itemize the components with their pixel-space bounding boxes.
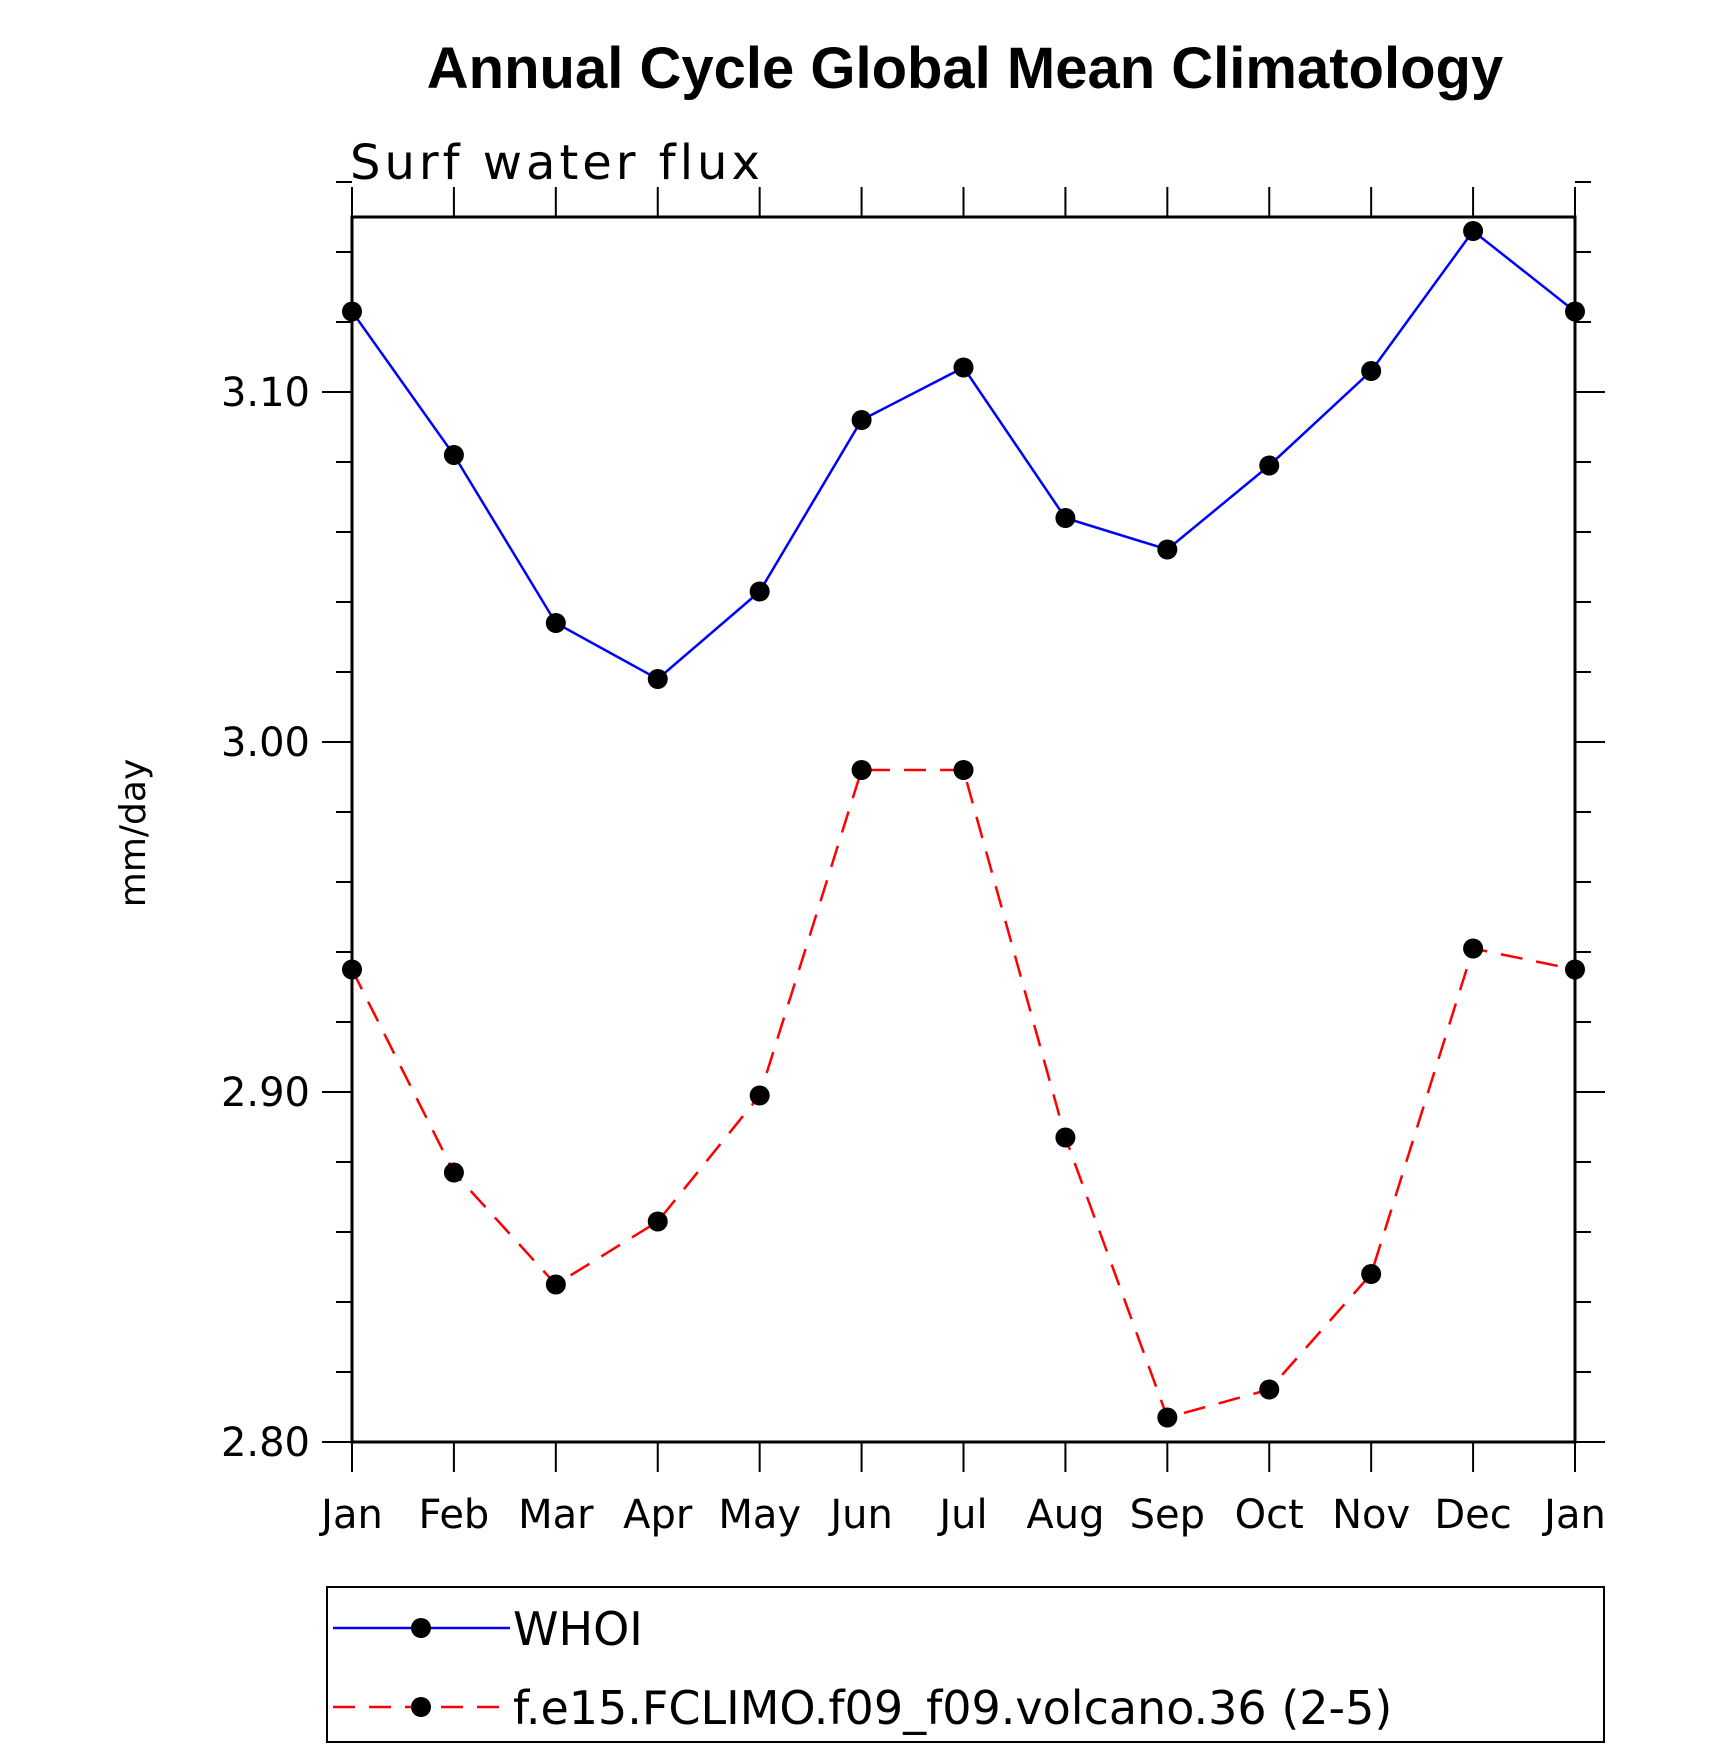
plot-border [350,215,1577,1444]
y-tick-label: 3.10 [221,370,310,416]
series-1-point [1259,455,1280,476]
chart-title: Annual Cycle Global Mean Climatology [427,36,1503,101]
legend-label-1: WHOI [513,1602,643,1656]
x-tick-label: Oct [1235,1492,1304,1538]
legend-items: WHOI f.e15.FCLIMO.f09_f09.volcano.36 (2-5… [333,1602,1392,1735]
series-2-point [1157,1407,1178,1428]
chart-subtitle: Surf water flux [350,135,764,191]
y-tick-label: 3.00 [221,720,310,766]
x-tick-label: May [718,1492,801,1538]
x-tick-label: Nov [1332,1492,1410,1538]
series-2-point [545,1274,566,1295]
legend-marker-1 [411,1618,431,1638]
series-1-point [443,445,464,465]
x-tick-label: Mar [518,1492,594,1538]
series-1-point [1565,301,1585,322]
series-layer [342,221,1585,1428]
x-tick-label: Sep [1130,1492,1205,1538]
legend-marker-2 [411,1697,431,1717]
x-tick-label: Jul [936,1492,987,1538]
y-axis: 2.80 2.90 3.00 3.10 [221,181,1605,1466]
x-tick-label: Apr [623,1492,693,1538]
series-2-point [1055,1127,1076,1148]
y-tick-label: 2.90 [221,1070,310,1116]
series-2-point [647,1211,668,1232]
series-2-point [1565,959,1585,980]
series-1-point [1157,539,1178,560]
x-tick-label: Dec [1434,1492,1511,1538]
legend-label-2: f.e15.FCLIMO.f09_f09.volcano.36 (2-5) [513,1681,1392,1735]
series-line-1 [350,229,1576,681]
series-1-point [1463,221,1484,241]
series-2-point [1361,1264,1382,1284]
series-2-point [1463,938,1484,959]
plot-frame [350,215,1577,1444]
series-1-point [953,357,974,378]
series-1-point [1361,361,1382,381]
series-1-point [342,301,362,322]
series-1-point [851,410,872,430]
series-2-point [851,760,872,780]
x-tick-label: Jan [318,1492,383,1538]
y-tick-label: 2.80 [221,1420,310,1466]
legend-box [326,1586,1605,1743]
series-2-point [749,1085,770,1106]
x-tick-label: Feb [419,1492,490,1538]
series-line-2 [350,768,1576,1420]
series-1-point [1055,508,1076,528]
y-axis-label: mm/day [113,759,154,907]
x-tick-label: Aug [1026,1492,1104,1538]
series-1-point [545,613,566,633]
x-tick-label: Jun [827,1492,893,1538]
series-2-point [443,1162,464,1183]
series-1-point [647,669,668,689]
series-2-point [342,959,362,980]
series-2-point [953,760,974,780]
x-tick-label: Jan [1541,1492,1606,1538]
series-1-point [749,581,770,602]
x-axis: Jan Feb Mar Apr May Jun Jul Aug Sep Oct Nov Dec Jan [318,187,1606,1538]
series-2-point [1259,1379,1280,1400]
legend: WHOI f.e15.FCLIMO.f09_f09.volcano.36 (2-5… [326,1586,1605,1743]
